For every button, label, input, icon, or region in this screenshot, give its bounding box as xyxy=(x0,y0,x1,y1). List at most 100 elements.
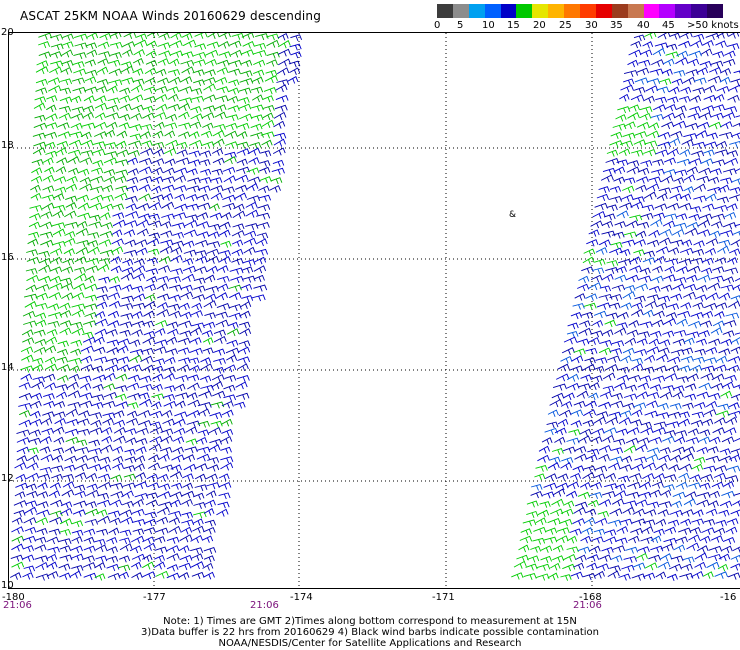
wind-barb xyxy=(89,427,103,435)
wind-barb xyxy=(109,41,123,49)
wind-barb xyxy=(183,463,197,472)
wind-barb xyxy=(638,59,651,67)
wind-barb xyxy=(197,408,211,417)
wind-barb xyxy=(106,121,118,130)
wind-barb xyxy=(680,509,694,517)
wind-barb xyxy=(659,391,673,400)
wind-barb xyxy=(697,219,711,228)
wind-barb xyxy=(64,446,76,454)
wind-barb xyxy=(164,158,176,166)
wind-barb xyxy=(185,426,198,435)
wind-barb xyxy=(32,147,46,156)
wind-barb xyxy=(270,177,283,185)
wind-barb xyxy=(93,336,105,345)
wind-barb xyxy=(598,453,610,462)
wind-barb xyxy=(213,348,226,356)
wind-barb xyxy=(686,166,699,175)
wind-barb xyxy=(266,39,280,48)
wind-barb xyxy=(152,358,166,366)
wind-barb xyxy=(85,472,98,481)
wind-barb xyxy=(161,176,176,184)
wind-barb xyxy=(599,285,612,293)
wind-barb xyxy=(687,221,699,230)
time-label-middle: 21:06 xyxy=(250,600,279,611)
colorbar-label-25: 25 xyxy=(559,20,572,31)
wind-barb xyxy=(79,176,91,185)
wind-barb xyxy=(557,473,569,481)
wind-barb xyxy=(55,166,67,174)
wind-barb xyxy=(105,112,120,120)
wind-barb xyxy=(171,454,185,463)
wind-barb xyxy=(102,412,116,420)
wind-barb xyxy=(201,112,215,121)
wind-barb xyxy=(106,104,119,113)
wind-barb xyxy=(673,276,687,284)
wind-barb xyxy=(127,393,141,401)
wind-barb xyxy=(45,336,58,345)
wind-barb xyxy=(673,222,688,230)
wind-barb xyxy=(185,203,199,211)
wind-barb xyxy=(251,94,264,103)
wind-barb xyxy=(95,555,108,563)
wind-barb xyxy=(535,573,550,581)
wind-barb xyxy=(728,33,740,39)
wind-barb xyxy=(112,203,125,211)
wind-barb xyxy=(675,105,687,113)
wind-barb xyxy=(696,499,710,508)
wind-barb xyxy=(193,511,207,519)
wind-barb xyxy=(276,67,290,76)
wind-barb xyxy=(14,462,27,471)
wind-barb xyxy=(199,177,212,184)
wind-barb xyxy=(711,535,724,543)
wind-barb xyxy=(712,427,725,435)
wind-barb xyxy=(203,77,216,85)
map-plot[interactable] xyxy=(8,32,740,589)
wind-barb xyxy=(96,499,111,508)
wind-barb xyxy=(642,95,655,104)
wind-barb xyxy=(194,33,208,39)
wind-barb xyxy=(145,492,159,500)
wind-barb xyxy=(48,303,60,311)
wind-barb xyxy=(18,382,31,390)
wind-barb xyxy=(648,176,662,184)
wind-barb xyxy=(262,105,275,112)
wind-barb xyxy=(175,157,190,165)
wind-barb xyxy=(607,519,622,527)
wind-barb xyxy=(702,571,714,579)
wind-barb xyxy=(45,122,58,130)
wind-barb xyxy=(700,320,713,328)
wind-barb xyxy=(700,158,714,166)
wind-barb xyxy=(106,555,119,563)
wind-barb xyxy=(582,256,595,265)
wind-barb xyxy=(671,500,683,509)
wind-barb xyxy=(213,335,227,344)
wind-barb xyxy=(554,436,566,445)
wind-barb xyxy=(561,347,575,355)
wind-barb xyxy=(179,86,193,94)
wind-barb xyxy=(176,149,188,157)
wind-barb xyxy=(587,337,600,345)
wind-barb xyxy=(572,303,585,310)
wind-barb xyxy=(137,420,152,428)
wind-barb xyxy=(111,238,124,247)
wind-barb xyxy=(35,573,50,581)
wind-barb xyxy=(257,204,271,212)
wind-barb xyxy=(44,166,55,175)
wind-barb xyxy=(149,426,164,435)
wind-barb xyxy=(707,186,722,194)
wind-barb xyxy=(131,320,146,328)
wind-barb xyxy=(644,33,657,39)
wind-barb xyxy=(60,320,72,328)
wind-barb xyxy=(139,375,152,383)
wind-barb xyxy=(113,426,126,436)
wind-barb xyxy=(676,50,689,59)
wind-barb xyxy=(140,347,154,355)
wind-barb xyxy=(31,392,43,401)
wind-barb xyxy=(236,141,250,149)
wind-barb xyxy=(232,223,245,231)
wind-barb xyxy=(229,267,244,275)
wind-barb xyxy=(84,303,98,311)
wind-barb xyxy=(702,39,714,48)
wind-barb xyxy=(62,258,75,266)
wind-barb xyxy=(642,309,654,318)
